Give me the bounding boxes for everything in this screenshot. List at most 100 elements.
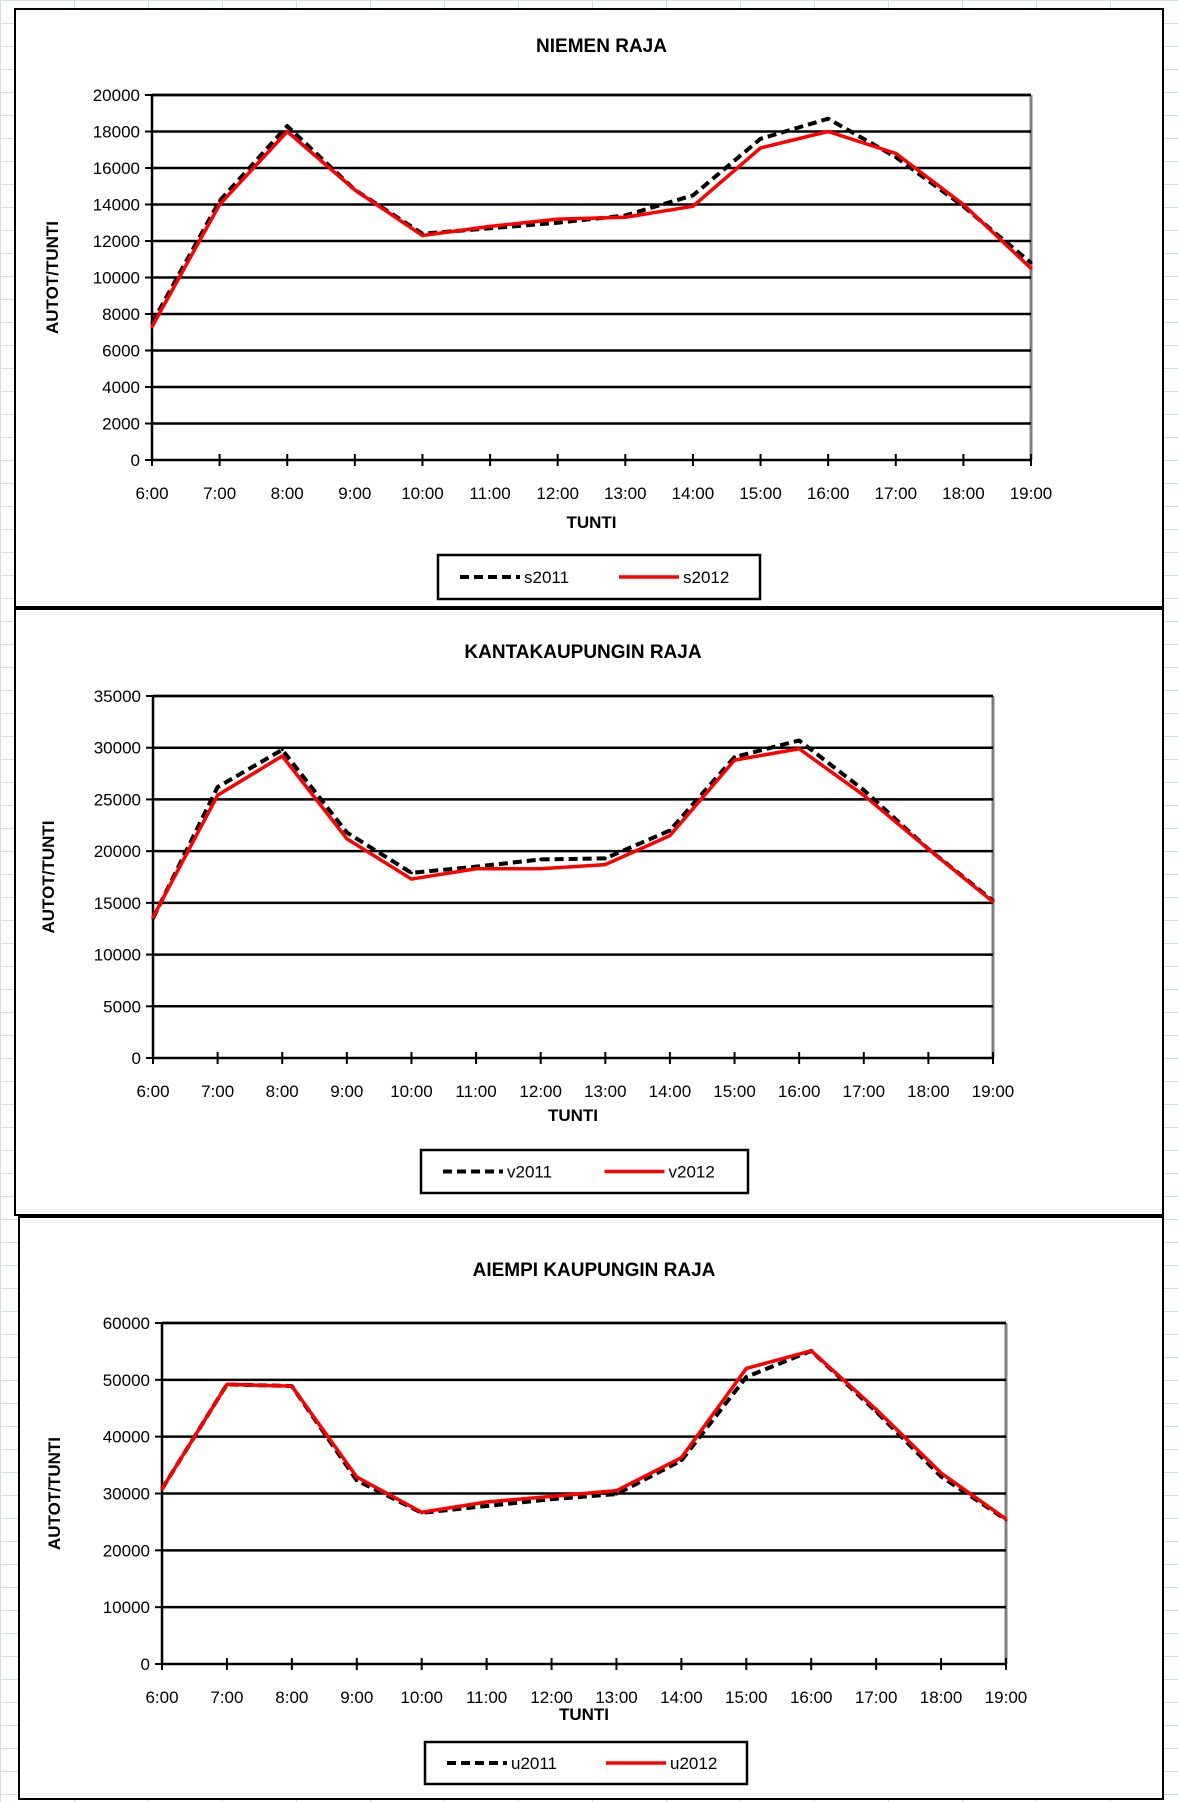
- x-tick-label: 8:00: [275, 1688, 308, 1707]
- y-axis-label: AUTOT/TUNTI: [43, 221, 62, 334]
- data-point-s2012: [218, 203, 222, 206]
- data-point-s2012: [894, 151, 898, 155]
- chart-title: NIEMEN RAJA: [536, 36, 667, 57]
- data-point-s2011: [826, 117, 830, 121]
- legend-label-s2011: s2011: [524, 568, 569, 587]
- data-point-v2012: [926, 847, 930, 851]
- y-tick-label: 50000: [103, 1371, 150, 1390]
- chart-panel-aiempi-kaupungin-raja: AIEMPI KAUPUNGIN RAJA 0 10000 20000 30000 400…: [18, 1216, 1164, 1800]
- data-point-s2011: [759, 137, 763, 141]
- y-tick-label: 0: [141, 1655, 150, 1674]
- x-tick-label: 16:00: [790, 1688, 833, 1707]
- data-point-u2012: [809, 1349, 813, 1353]
- data-point-v2011: [862, 788, 866, 792]
- chart-panel-kantakaupungin-raja: KANTAKAUPUNGIN RAJA 0 5000 10000 15000 20000 2…: [14, 608, 1164, 1216]
- legend-label-v2011: v2011: [507, 1163, 552, 1182]
- data-point-v2012: [991, 900, 995, 904]
- x-tick-label: 15:00: [739, 484, 782, 503]
- data-point-s2012: [623, 215, 627, 219]
- x-tick-label: 12:00: [519, 1082, 562, 1101]
- x-tick-label: 18:00: [907, 1082, 950, 1101]
- x-tick-label: 9:00: [340, 1688, 373, 1707]
- data-point-u2011: [614, 1492, 618, 1496]
- x-tick-label: 10:00: [390, 1082, 433, 1101]
- y-tick-label: 10000: [93, 269, 140, 288]
- y-tick-label: 0: [131, 451, 140, 470]
- data-point-v2012: [539, 867, 543, 871]
- x-tick-label: 14:00: [649, 1082, 692, 1101]
- series-line-s2011: [150, 116, 1033, 325]
- x-tick-label: 16:00: [778, 1082, 821, 1101]
- data-point-u2012: [614, 1489, 618, 1493]
- x-tick-label: 15:00: [713, 1082, 756, 1101]
- data-point-v2012: [151, 915, 155, 919]
- data-point-u2011: [485, 1504, 489, 1508]
- x-tick-label: 10:00: [401, 484, 444, 503]
- chart-panel-niemen-raja: NIEMEN RAJA 0 2000 4000 6000 8000 10000 12000 14…: [14, 8, 1164, 608]
- x-tick-label: 15:00: [725, 1688, 768, 1707]
- y-tick-label: 10000: [94, 946, 141, 965]
- chart-aiempi-kaupungin-raja: AIEMPI KAUPUNGIN RAJA 0 10000 20000 30000 400…: [45, 1260, 1027, 1786]
- data-point-u2012: [160, 1487, 164, 1491]
- data-point-u2012: [1004, 1517, 1008, 1521]
- data-point-s2012: [759, 146, 763, 150]
- y-tick-label: 14000: [93, 196, 140, 215]
- x-tick-label: 7:00: [201, 1082, 234, 1101]
- y-tick-label: 12000: [93, 232, 140, 251]
- data-point-s2011: [556, 221, 560, 225]
- x-axis-label: TUNTI: [566, 513, 616, 532]
- chart-title: KANTAKAUPUNGIN RAJA: [464, 642, 701, 663]
- data-point-u2012: [874, 1407, 878, 1411]
- data-point-v2012: [797, 747, 801, 751]
- x-tick-label: 10:00: [400, 1688, 443, 1707]
- x-tick-label: 11:00: [466, 1688, 507, 1707]
- y-tick-label: 18000: [93, 123, 140, 142]
- y-tick-label: 6000: [102, 342, 140, 361]
- data-point-u2012: [290, 1384, 294, 1388]
- x-tick-label: 12:00: [530, 1688, 573, 1707]
- y-tick-label: 8000: [102, 305, 140, 324]
- legend-label-v2012: v2012: [669, 1163, 715, 1182]
- x-tick-label: 14:00: [660, 1688, 703, 1707]
- x-tick-label: 11:00: [469, 484, 510, 503]
- x-tick-label: 17:00: [874, 484, 917, 503]
- data-point-v2012: [216, 793, 220, 797]
- chart-niemen-raja: NIEMEN RAJA 0 2000 4000 6000 8000 10000 12000 14…: [43, 36, 1053, 601]
- data-point-v2012: [280, 754, 284, 758]
- y-tick-label: 5000: [103, 997, 141, 1016]
- x-tick-label: 18:00: [942, 484, 985, 503]
- data-point-s2012: [420, 234, 424, 238]
- data-point-v2012: [603, 863, 607, 867]
- data-point-s2012: [691, 204, 695, 208]
- x-axis-label: TUNTI: [548, 1106, 598, 1125]
- data-point-v2012: [345, 837, 349, 841]
- data-point-v2011: [797, 738, 801, 742]
- x-tick-label: 6:00: [145, 1688, 178, 1707]
- x-tick-label: 19:00: [972, 1082, 1015, 1101]
- data-point-v2011: [280, 748, 284, 752]
- data-point-s2012: [961, 203, 965, 206]
- series-line-u2011: [160, 1348, 1008, 1522]
- data-point-s2012: [488, 224, 492, 228]
- x-tick-label: 9:00: [338, 484, 371, 503]
- x-tick-label: 19:00: [1010, 484, 1053, 503]
- y-tick-label: 20000: [93, 86, 140, 105]
- data-point-v2012: [862, 793, 866, 797]
- x-tick-label: 7:00: [210, 1688, 243, 1707]
- data-point-s2012: [1029, 266, 1033, 270]
- x-tick-label: 6:00: [136, 1082, 169, 1101]
- data-point-s2012: [150, 325, 154, 329]
- data-point-u2012: [355, 1475, 359, 1479]
- data-point-v2011: [668, 828, 672, 832]
- x-tick-label: 12:00: [536, 484, 579, 503]
- data-point-u2012: [225, 1382, 229, 1386]
- data-point-v2012: [409, 877, 413, 881]
- data-point-u2011: [550, 1497, 554, 1501]
- series-line-v2011: [151, 738, 995, 920]
- legend-label-s2012: s2012: [683, 568, 729, 587]
- chart-kantakaupungin-raja: KANTAKAUPUNGIN RAJA 0 5000 10000 15000 20000 2…: [39, 642, 1015, 1195]
- x-tick-label: 7:00: [203, 484, 236, 503]
- series-line-u2012: [160, 1349, 1008, 1521]
- y-tick-label: 2000: [102, 415, 140, 434]
- data-point-u2011: [744, 1375, 748, 1379]
